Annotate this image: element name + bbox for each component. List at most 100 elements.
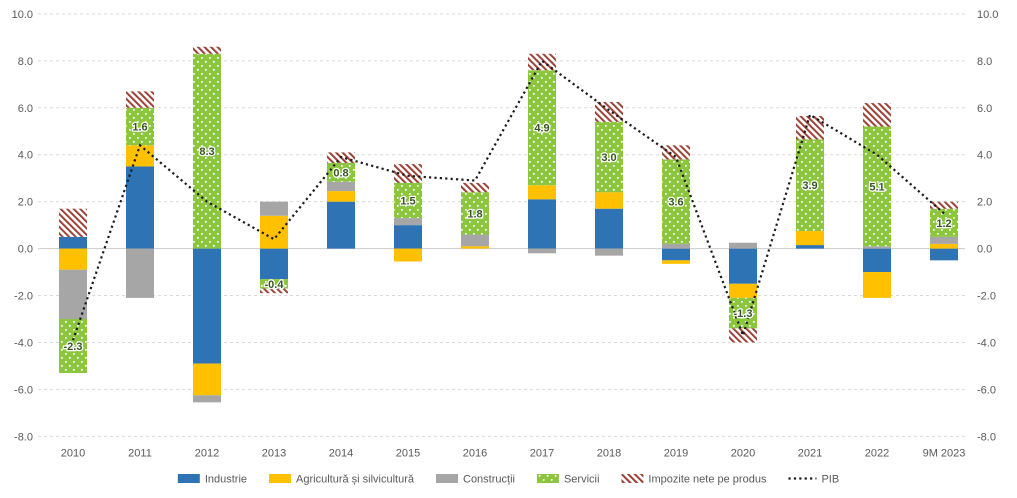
legend-label-constructii: Construcții — [463, 474, 515, 486]
bar-segment-constructii — [930, 236, 958, 244]
bar-segment-industrie — [126, 166, 154, 249]
bar-segment-agricultura — [461, 246, 489, 249]
bar-segment-agricultura — [193, 363, 221, 396]
bar-segment-impozite — [394, 164, 422, 183]
legend-label-servicii: Servicii — [564, 474, 599, 486]
x-axis-label: 2021 — [798, 448, 822, 460]
bar-segment-industrie — [595, 208, 623, 249]
bar-segment-constructii — [729, 242, 757, 249]
legend-item-agricultura: Agricultură și silvicultură — [269, 474, 415, 486]
y-axis-tick-left: 4.0 — [18, 150, 33, 162]
legend-item-impozite: Impozite nete pe produs — [621, 474, 767, 486]
bar-segment-servicii — [126, 107, 154, 146]
x-axis-label: 2022 — [865, 448, 889, 460]
bar-segment-impozite — [729, 328, 757, 343]
legend-label-impozite: Impozite nete pe produs — [648, 474, 767, 486]
bar-segment-impozite — [930, 201, 958, 209]
servicii-value-label: 8.3 — [199, 146, 214, 158]
bar-segment-constructii — [394, 218, 422, 226]
bar-segment-constructii — [662, 243, 690, 249]
legend-item-industrie: Industrie — [177, 474, 247, 486]
legend-label-agricultura: Agricultură și silvicultură — [296, 474, 415, 486]
bar-segment-industrie — [729, 248, 757, 284]
legend-label-industrie: Industrie — [205, 474, 247, 486]
bar-segment-impozite — [595, 101, 623, 122]
bar-segment-servicii — [59, 319, 87, 373]
y-axis-tick-left: -6.0 — [14, 384, 33, 396]
bar-segment-agricultura — [863, 272, 891, 298]
servicii-value-label: 4.9 — [534, 123, 549, 135]
servicii-value-label: -1.3 — [734, 308, 753, 320]
legend-label-pib: PIB — [821, 474, 839, 486]
y-axis-tick-left: -2.0 — [14, 291, 33, 303]
bar-segment-constructii — [126, 248, 154, 298]
x-axis-label: 2010 — [61, 448, 85, 460]
x-axis-label: 2018 — [597, 448, 621, 460]
bar-segment-servicii — [595, 121, 623, 193]
servicii-value-label: -2.3 — [64, 341, 83, 353]
y-axis-tick-left: 10.0 — [12, 9, 33, 21]
bar-segment-impozite — [796, 115, 824, 140]
x-axis-label: 2013 — [262, 448, 286, 460]
bar-segment-industrie — [59, 236, 87, 249]
y-axis-tick-left: -4.0 — [14, 337, 33, 349]
bar-segment-servicii — [662, 159, 690, 244]
bar-segment-impozite — [126, 91, 154, 108]
servicii-value-label: 3.9 — [802, 180, 817, 192]
bar-segment-agricultura — [729, 283, 757, 298]
bar-segment-industrie — [260, 248, 288, 280]
servicii-value-label: 3.6 — [668, 197, 683, 209]
legend-swatch-impozite — [621, 474, 644, 483]
bar-segment-industrie — [863, 248, 891, 273]
bar-segment-constructii — [595, 248, 623, 256]
bar-segment-agricultura — [260, 215, 288, 249]
bar-segment-agricultura — [394, 248, 422, 262]
bar-segment-agricultura — [796, 230, 824, 246]
y-axis-tick-left: 2.0 — [18, 197, 33, 209]
bar-segment-impozite — [662, 145, 690, 160]
bar-segment-agricultura — [930, 243, 958, 249]
bar-segment-agricultura — [662, 260, 690, 264]
bar-segment-industrie — [193, 248, 221, 364]
servicii-value-label: 1.8 — [467, 208, 482, 220]
bar-segment-constructii — [59, 269, 87, 320]
bar-segment-servicii — [796, 139, 824, 231]
servicii-value-label: -0.4 — [265, 279, 285, 291]
bar-segment-constructii — [863, 246, 891, 249]
servicii-value-label: 3.0 — [601, 152, 616, 164]
bar-segment-servicii — [260, 279, 288, 289]
y-axis-tick-right: 2.0 — [977, 197, 992, 209]
bar-segment-constructii — [260, 201, 288, 216]
y-axis-tick-right: 10.0 — [977, 9, 998, 21]
legend-item-constructii: Construcții — [436, 474, 515, 486]
y-axis-tick-left: 6.0 — [18, 103, 33, 115]
y-axis-tick-right: -8.0 — [977, 431, 996, 443]
y-axis-tick-right: 4.0 — [977, 150, 992, 162]
x-axis-label: 2011 — [128, 448, 152, 460]
bar-segment-servicii — [528, 70, 556, 186]
y-axis-tick-left: 8.0 — [18, 56, 33, 68]
bar-segment-industrie — [528, 199, 556, 249]
legend: Industrie Agricultură și silvicultură Cons… — [177, 474, 839, 486]
bar-segment-agricultura — [59, 248, 87, 270]
bar-segment-agricultura — [528, 185, 556, 200]
bar-segment-constructii — [461, 234, 489, 247]
y-axis-tick-left: -8.0 — [14, 431, 33, 443]
x-axis-label: 2014 — [329, 448, 353, 460]
servicii-value-label: 1.2 — [936, 218, 951, 230]
bar-segment-servicii — [394, 182, 422, 219]
legend-swatch-industrie — [177, 474, 200, 483]
bar-segment-agricultura — [327, 191, 355, 202]
bar-segment-industrie — [394, 225, 422, 249]
bar-segment-servicii — [327, 162, 355, 182]
bar-segment-impozite — [863, 103, 891, 127]
bar-segment-servicii — [461, 192, 489, 235]
bar-segment-industrie — [930, 248, 958, 261]
bar-segment-agricultura — [595, 192, 623, 209]
y-axis-tick-right: 6.0 — [977, 103, 992, 115]
bar-segment-impozite — [193, 46, 221, 54]
y-axis-tick-right: 8.0 — [977, 56, 992, 68]
legend-item-pib: PIB — [788, 474, 839, 486]
x-axis-label: 2012 — [195, 448, 219, 460]
